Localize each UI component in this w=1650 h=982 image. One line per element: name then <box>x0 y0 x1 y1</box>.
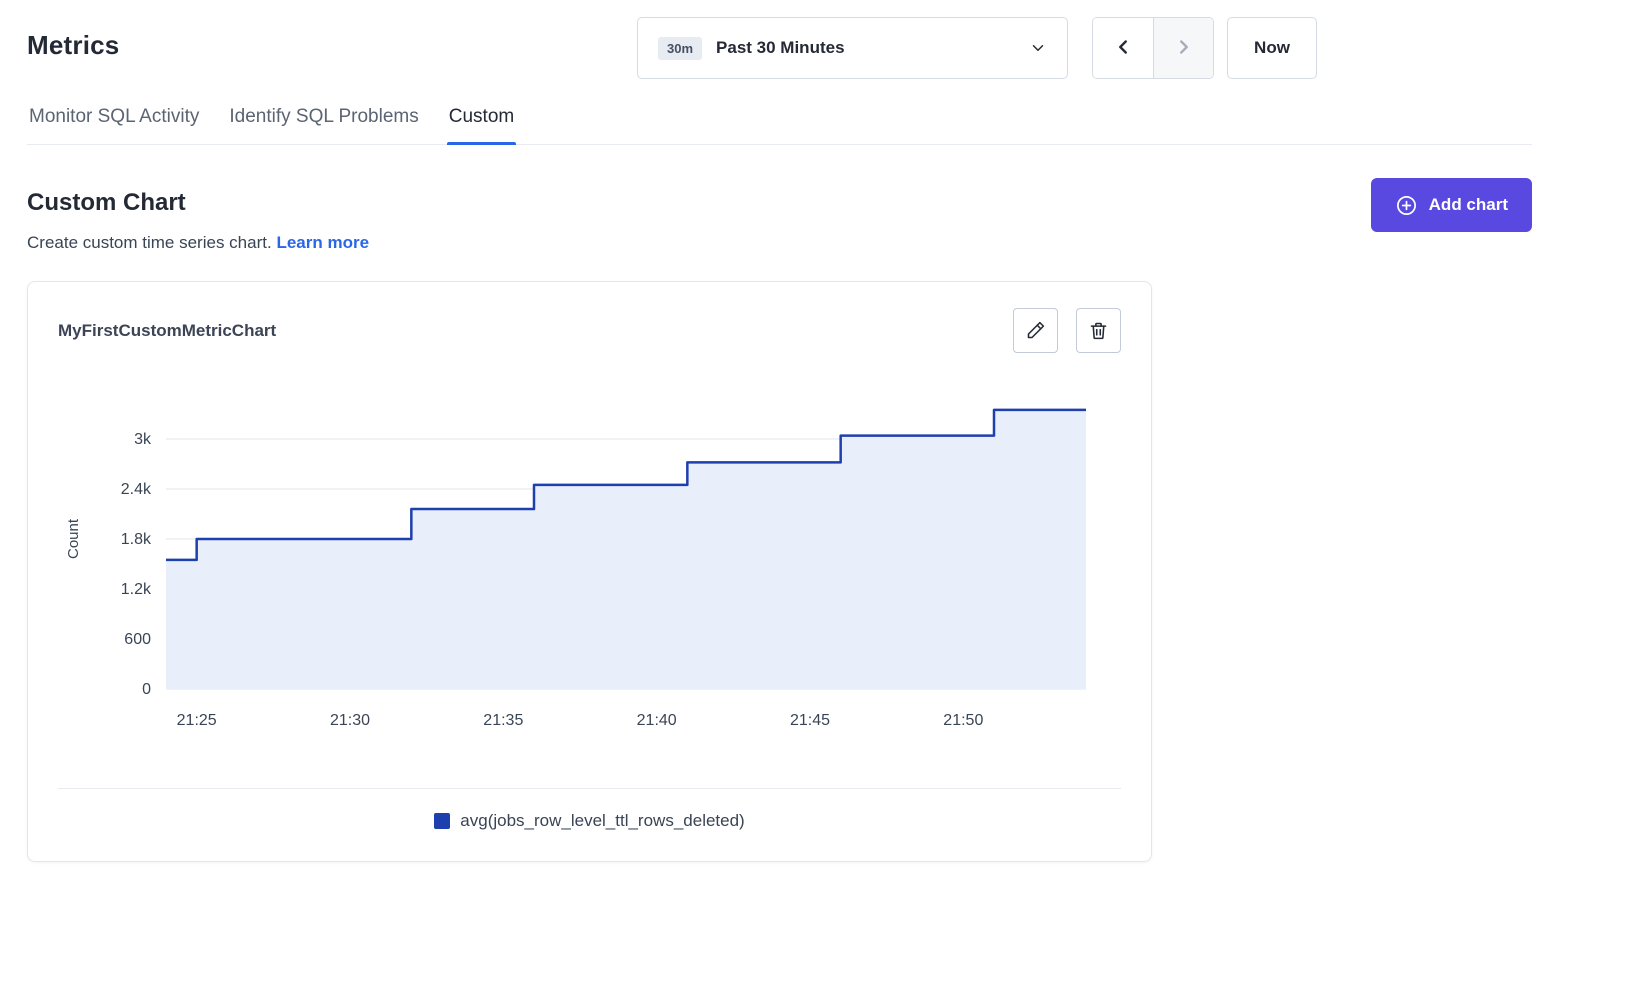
section-description: Create custom time series chart. <box>27 233 272 252</box>
delete-chart-button[interactable] <box>1076 308 1121 353</box>
chart-svg: 0 600 1.2k 1.8k 2.4k 3k 21:25 21:30 21:35 21:40 21… <box>58 369 1123 769</box>
learn-more-link[interactable]: Learn more <box>276 233 369 252</box>
svg-text:21:45: 21:45 <box>790 712 830 729</box>
legend-swatch <box>434 813 450 829</box>
time-forward-button[interactable] <box>1153 18 1213 78</box>
tab-monitor-sql-activity[interactable]: Monitor SQL Activity <box>27 102 201 144</box>
time-step-buttons <box>1092 17 1214 79</box>
trash-icon <box>1088 320 1109 341</box>
add-chart-label: Add chart <box>1429 195 1508 215</box>
svg-text:21:50: 21:50 <box>943 712 983 729</box>
svg-text:Count: Count <box>65 518 82 559</box>
time-controls: 30m Past 30 Minutes Now <box>637 17 1317 79</box>
svg-text:21:40: 21:40 <box>637 712 677 729</box>
section-title: Custom Chart <box>27 178 369 217</box>
time-series-chart: 0 600 1.2k 1.8k 2.4k 3k 21:25 21:30 21:35 21:40 21… <box>58 369 1121 774</box>
chart-title: MyFirstCustomMetricChart <box>58 321 276 341</box>
svg-text:3k: 3k <box>134 431 152 448</box>
tab-identify-sql-problems[interactable]: Identify SQL Problems <box>227 102 420 144</box>
tab-custom[interactable]: Custom <box>447 102 516 144</box>
section-header: Custom Chart Create custom time series c… <box>27 178 369 253</box>
svg-text:21:35: 21:35 <box>483 712 523 729</box>
add-chart-button[interactable]: Add chart <box>1371 178 1532 232</box>
svg-text:600: 600 <box>124 631 151 648</box>
custom-tab-content: Custom Chart Create custom time series c… <box>27 178 1532 862</box>
svg-text:21:25: 21:25 <box>177 712 217 729</box>
chevron-right-icon <box>1173 36 1195 61</box>
chart-legend: avg(jobs_row_level_ttl_rows_deleted) <box>58 789 1121 861</box>
svg-text:1.8k: 1.8k <box>121 531 152 548</box>
pencil-icon <box>1025 320 1046 341</box>
svg-text:1.2k: 1.2k <box>121 581 152 598</box>
tab-bar: Monitor SQL Activity Identify SQL Proble… <box>27 102 1532 145</box>
legend-label: avg(jobs_row_level_ttl_rows_deleted) <box>460 811 744 831</box>
custom-chart-card: MyFirstCustomMetricChart 0 600 1.2k 1.8k 2.4… <box>27 281 1152 862</box>
page-title: Metrics <box>27 30 119 61</box>
time-back-button[interactable] <box>1093 18 1153 78</box>
svg-text:0: 0 <box>142 681 151 698</box>
chevron-left-icon <box>1112 36 1134 61</box>
chevron-down-icon <box>1029 39 1047 57</box>
svg-text:21:30: 21:30 <box>330 712 370 729</box>
plus-circle-icon <box>1395 194 1418 217</box>
time-range-label: Past 30 Minutes <box>716 38 1029 58</box>
time-range-badge: 30m <box>658 37 702 60</box>
svg-text:2.4k: 2.4k <box>121 481 152 498</box>
time-range-picker[interactable]: 30m Past 30 Minutes <box>637 17 1068 79</box>
now-button[interactable]: Now <box>1227 17 1317 79</box>
edit-chart-button[interactable] <box>1013 308 1058 353</box>
